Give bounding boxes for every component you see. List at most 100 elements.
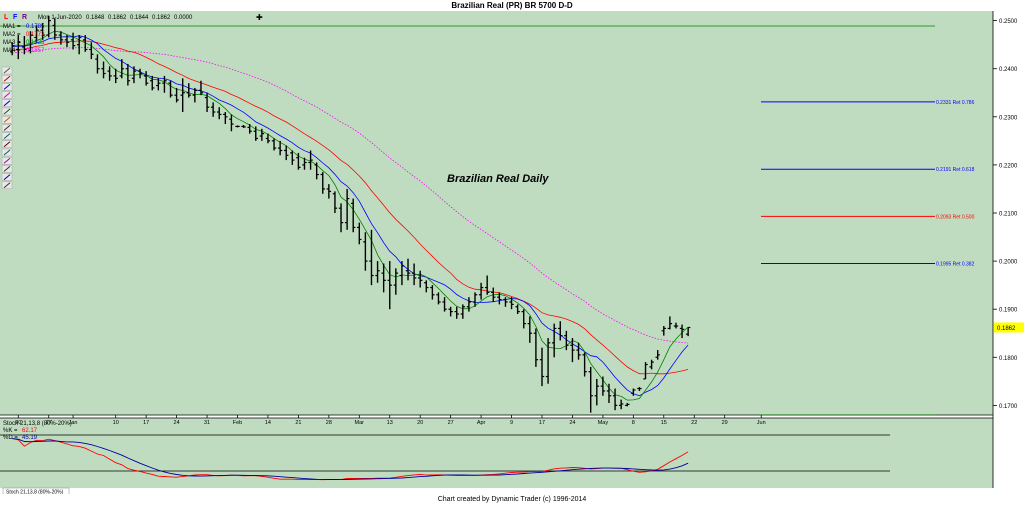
retracement-label: 0.2191 Ret 0.618 — [936, 167, 975, 173]
last-price-marker — [994, 322, 1024, 333]
price-bar — [70, 32, 76, 50]
price-bar — [436, 292, 441, 305]
price-bar — [685, 326, 691, 337]
stoch-tab[interactable] — [2, 487, 70, 494]
price-bar — [204, 92, 210, 112]
x-tick-label: 31 — [204, 420, 210, 426]
price-bar — [351, 198, 356, 233]
ratio-tool-icon[interactable] — [1, 124, 13, 132]
cycle-tool-icon[interactable] — [1, 140, 13, 149]
price-bar — [46, 15, 51, 38]
price-bar — [235, 125, 240, 128]
tool-glyph — [3, 157, 11, 164]
price-bar — [326, 184, 332, 199]
tool-glyph — [3, 141, 11, 148]
text-tool-icon[interactable] — [1, 165, 13, 173]
price-bar — [454, 306, 459, 319]
chart-label: Brazilian Real Daily — [447, 173, 549, 185]
footer-credit: Chart created by Dynamic Trader (c) 1996… — [437, 496, 587, 503]
grid-tool-icon[interactable] — [1, 156, 13, 165]
fib-extension-tool-icon[interactable] — [1, 115, 13, 124]
tool-glyph — [3, 67, 11, 74]
price-bar — [411, 263, 417, 286]
price-bar — [137, 68, 143, 79]
price-bar — [430, 285, 435, 300]
price-bar — [460, 304, 466, 319]
price-bar — [131, 66, 137, 84]
price-bar — [119, 59, 124, 79]
chart-window[interactable]: 0.2500 0.2400 0.2300 0.2200 0.2100 0.2000 0.19… — [0, 11, 1024, 494]
readout-open: 0.1848 — [86, 15, 105, 21]
x-tick-label: 17 — [143, 420, 149, 426]
price-bar — [558, 321, 563, 341]
x-tick-label: 9 — [510, 420, 513, 426]
settings-tool-icon[interactable] — [1, 181, 13, 190]
price-bar — [332, 191, 338, 213]
price-bar — [539, 347, 545, 387]
readout-low: 0.1844 — [130, 15, 149, 21]
price-bar — [588, 366, 593, 413]
ma-legend-value: 0.1857 — [26, 48, 45, 54]
time-ratio-tool-icon[interactable] — [1, 132, 13, 140]
y-tick-label: 0.2400 — [999, 67, 1018, 73]
trendline-tool-icon[interactable] — [1, 83, 13, 91]
price-bar — [515, 304, 520, 314]
price-bar — [369, 229, 374, 286]
x-tick-label: 27 — [448, 420, 454, 426]
price-bar — [271, 138, 277, 151]
cursor-tool-icon[interactable] — [1, 66, 13, 75]
price-bar — [551, 323, 557, 358]
x-tick-label: Mar — [355, 420, 365, 426]
price-bar — [363, 232, 368, 271]
right-margin — [935, 11, 993, 415]
x-tick-label: 10 — [113, 420, 119, 426]
price-bar — [314, 162, 319, 180]
price-bar — [40, 23, 45, 40]
x-tick-label: 15 — [661, 420, 667, 426]
price-bar — [338, 203, 344, 233]
price-bar — [296, 152, 301, 170]
crosshair-icon: ✚ — [256, 13, 263, 22]
price-bar — [241, 124, 246, 128]
stoch-panel — [0, 418, 935, 488]
parallel-lines-tool-icon[interactable] — [1, 91, 13, 99]
price-bar — [290, 150, 295, 165]
pattern-tool-icon[interactable] — [1, 148, 13, 157]
price-bar — [405, 258, 411, 281]
stoch-k-line — [12, 438, 689, 481]
projection-tool-icon[interactable] — [1, 173, 13, 181]
price-bar — [570, 338, 575, 363]
price-bar — [527, 316, 533, 343]
x-tick-label: 13 — [387, 420, 393, 426]
ma4-line — [12, 47, 689, 344]
price-bar — [143, 71, 149, 86]
price-bar — [150, 75, 155, 91]
price-bar — [89, 42, 94, 60]
tool-glyph — [3, 149, 11, 156]
stoch-d-line — [12, 438, 689, 481]
price-bar — [472, 292, 478, 307]
fib-retracement-tool-icon[interactable] — [1, 107, 13, 116]
price-bar — [424, 280, 429, 293]
ma-legend-value: 0.1785 — [26, 24, 45, 30]
price-bar — [34, 25, 39, 43]
toolbar-letter: R — [22, 14, 27, 21]
last-price-label: 0.1862 — [997, 326, 1016, 332]
x-tick-label: 27 — [46, 420, 52, 426]
price-bar — [217, 107, 222, 120]
y-tick-label: 0.1800 — [999, 356, 1018, 362]
x-tick-label: 8 — [632, 420, 635, 426]
price-bar — [631, 388, 636, 396]
price-bar — [576, 342, 581, 360]
readout-high: 0.1862 — [108, 15, 127, 21]
price-bar — [478, 282, 484, 300]
tool-glyph — [3, 108, 11, 115]
price-bar — [673, 322, 679, 329]
cross-tool-icon[interactable] — [1, 74, 13, 83]
price-bar — [661, 326, 666, 336]
retracement-label: 0.2093 Ret 0.500 — [936, 214, 975, 220]
price-bar — [521, 309, 526, 329]
y-tick-label: 0.2000 — [999, 260, 1018, 266]
channel-tool-icon[interactable] — [1, 99, 13, 108]
price-bar — [76, 35, 82, 55]
